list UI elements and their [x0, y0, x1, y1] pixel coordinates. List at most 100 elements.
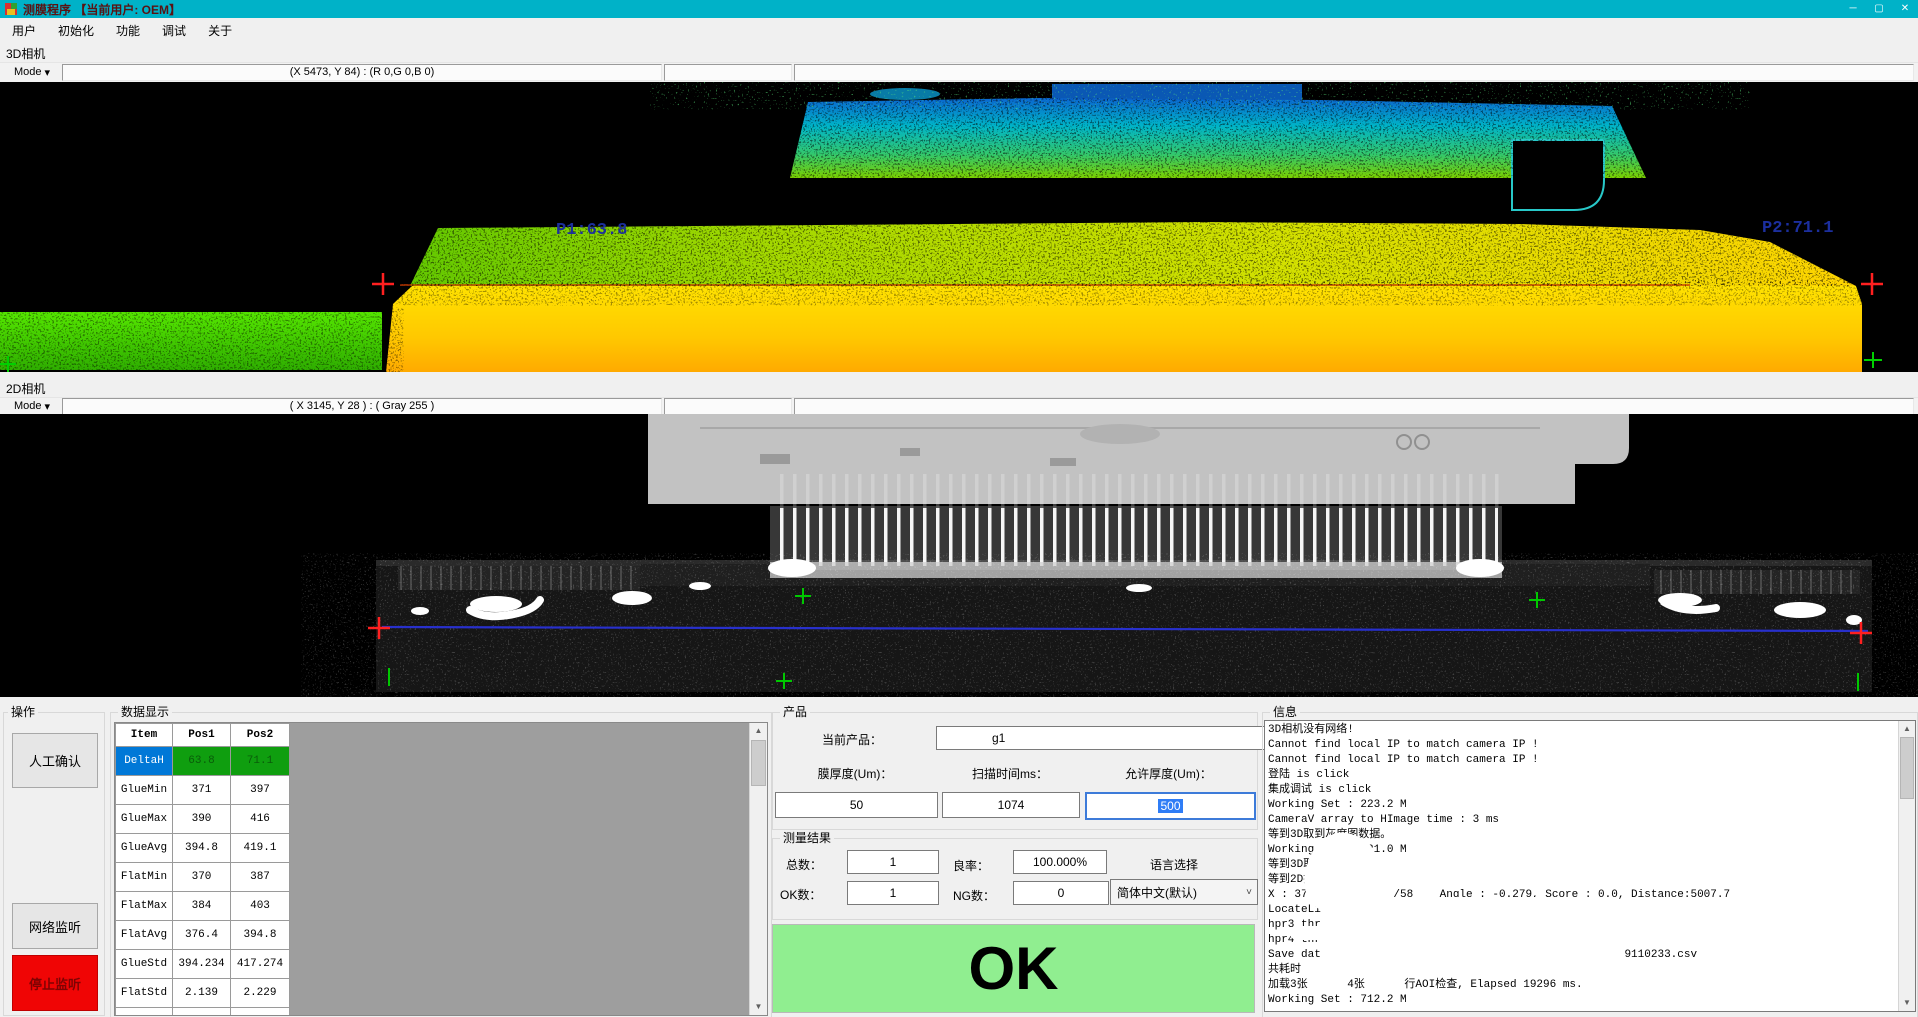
- language-selected-value: 简体中文(默认): [1117, 885, 1197, 900]
- product-group-label: 产品: [780, 705, 811, 719]
- total-label: 总数：: [786, 858, 823, 872]
- menu-bar: 用户 初始化 功能 调试 关于: [0, 18, 1918, 42]
- table-row[interactable]: GlueMin 371 397: [115, 775, 290, 805]
- mode-label: Mode: [13, 66, 42, 78]
- current-product-field[interactable]: g1: [936, 726, 1311, 750]
- log-line: 共耗时: [1268, 964, 1301, 976]
- table-row[interactable]: FlatStd 2.139 2.229: [115, 978, 290, 1008]
- allow-thickness-label: 允许厚度(Um)：: [1125, 767, 1212, 781]
- ok-count-label: OK数：: [780, 888, 822, 902]
- red-cross-markers-2d: [368, 617, 1872, 644]
- menu-init[interactable]: 初始化: [58, 23, 95, 38]
- scan-time-field[interactable]: 1074: [942, 792, 1080, 818]
- menu-debug[interactable]: 调试: [162, 23, 187, 38]
- ok-count-field[interactable]: 1: [847, 881, 939, 905]
- combo-arrow-icon: ˅: [1246, 886, 1252, 898]
- info-group-label: 信息: [1270, 705, 1301, 719]
- 2d-grayscale-scene: [0, 414, 1918, 697]
- mode-label: Mode: [13, 400, 42, 412]
- film-thickness-field[interactable]: 50: [775, 792, 938, 818]
- log-line: 集成调试 is click: [1268, 784, 1372, 796]
- table-row[interactable]: GlueStd 394.234 417.274: [115, 949, 290, 979]
- table-row[interactable]: X 2583.5 7966.7: [115, 1007, 290, 1015]
- current-product-label: 当前产品：: [822, 733, 883, 747]
- table-scrollbar[interactable]: ▲ ▼: [749, 723, 767, 1015]
- scrollbar-thumb[interactable]: [1900, 737, 1914, 799]
- language-select-label: 语言选择: [1150, 858, 1199, 872]
- camera2d-pixel-status: ( X 3145, Y 28 ) : ( Gray 255 ): [62, 398, 662, 415]
- camera3d-mode-dropdown[interactable]: Mode ▾: [4, 64, 60, 80]
- result-status-panel: OK: [772, 924, 1255, 1013]
- stop-listen-button[interactable]: 停止监听: [12, 955, 98, 1011]
- scroll-up-icon[interactable]: ▲: [754, 726, 763, 735]
- green-cross-markers-3d: [0, 352, 1882, 372]
- red-cross-markers-3d: [372, 273, 1883, 295]
- maximize-button[interactable]: ▢: [1874, 3, 1884, 14]
- window-title: 测膜程序 【当前用户: OEM】: [23, 2, 181, 17]
- yield-label: 良率：: [953, 859, 990, 873]
- scroll-down-icon[interactable]: ▼: [1903, 998, 1911, 1007]
- table-row[interactable]: GlueMax 390 416: [115, 804, 290, 834]
- log-line: Working Set : 223.2 M: [1268, 799, 1407, 811]
- menu-user[interactable]: 用户: [12, 23, 37, 38]
- table-row[interactable]: FlatMax 384 403: [115, 891, 290, 921]
- minimize-button[interactable]: ─: [1849, 3, 1857, 14]
- menu-function[interactable]: 功能: [116, 23, 141, 38]
- camera2d-label: 2D相机: [6, 382, 46, 396]
- 3d-heightmap: [0, 82, 1918, 372]
- table-row[interactable]: FlatAvg 376.4 394.8: [115, 920, 290, 950]
- log-line: 加载3张 4张 行AOI检查, Elapsed 19296 ms.: [1268, 979, 1583, 991]
- data-display-group-label: 数据显示: [118, 705, 173, 719]
- redaction-blob: [1356, 897, 1608, 912]
- close-button[interactable]: ✕: [1900, 3, 1910, 14]
- data-table-container: Item Pos1 Pos2 DeltaH 63.8 71.1 GlueMin …: [114, 722, 768, 1016]
- scan-time-label: 扫描时间ms：: [972, 767, 1048, 781]
- log-line: Cannot find local IP to match camera IP …: [1268, 754, 1539, 766]
- log-line: Cannot find local IP to match camera IP …: [1268, 739, 1539, 751]
- camera3d-status-cell-2: [664, 64, 792, 81]
- log-scrollbar[interactable]: ▲ ▼: [1898, 721, 1915, 1011]
- camera2d-status-cell-2: [664, 398, 792, 415]
- log-line: Save dat 9110233.csv: [1268, 949, 1698, 961]
- scroll-down-icon[interactable]: ▼: [754, 1002, 763, 1011]
- chevron-down-icon: ▾: [44, 400, 51, 413]
- yield-field[interactable]: 100.000%: [1013, 850, 1107, 874]
- manual-confirm-button[interactable]: 人工确认: [12, 733, 98, 788]
- chevron-down-icon: ▾: [44, 66, 51, 79]
- title-bar[interactable]: 测膜程序 【当前用户: OEM】 ─ ▢ ✕: [0, 0, 1918, 18]
- green-cross-markers-2d: [388, 588, 1859, 691]
- scrollbar-thumb[interactable]: [751, 740, 766, 786]
- log-line: CameraV array to HImage time : 3 ms: [1268, 814, 1500, 826]
- film-thickness-label: 膜厚度(Um)：: [817, 767, 893, 781]
- info-log[interactable]: 3D相机没有网络! Cannot find local IP to match …: [1264, 720, 1916, 1012]
- table-row[interactable]: GlueAvg 394.8 419.1: [115, 833, 290, 863]
- menu-about[interactable]: 关于: [208, 23, 233, 38]
- measurement-baseline: [381, 625, 1869, 633]
- results-group-label: 测量结果: [780, 831, 835, 845]
- camera2d-mode-bar: Mode ▾ ( X 3145, Y 28 ) : ( Gray 255 ): [0, 397, 1918, 415]
- 2d-camera-image[interactable]: [0, 414, 1918, 697]
- network-listen-button[interactable]: 网络监听: [12, 903, 98, 949]
- redaction-blob: [1352, 925, 1396, 940]
- camera3d-label: 3D相机: [6, 47, 46, 61]
- table-row[interactable]: DeltaH 63.8 71.1: [115, 746, 290, 776]
- col-pos2: Pos2: [230, 723, 290, 747]
- total-count-field[interactable]: 1: [847, 850, 939, 874]
- p2-measurement-label: P2:71.1: [1762, 219, 1833, 238]
- selected-text: 500: [1158, 799, 1183, 813]
- camera3d-pixel-status: (X 5473, Y 84) : (R 0,G 0,B 0): [62, 64, 662, 81]
- language-select-combo[interactable]: 简体中文(默认) ˅: [1110, 879, 1258, 905]
- table-header-row: Item Pos1 Pos2: [115, 723, 290, 747]
- 3d-camera-image[interactable]: P1:63.8 P2:71.1: [0, 82, 1918, 372]
- log-line: 登陆 is click: [1268, 769, 1350, 781]
- log-line: 3D相机没有网络!: [1268, 724, 1354, 736]
- scroll-up-icon[interactable]: ▲: [1903, 724, 1911, 733]
- data-table[interactable]: Item Pos1 Pos2 DeltaH 63.8 71.1 GlueMin …: [115, 723, 290, 1015]
- camera2d-mode-dropdown[interactable]: Mode ▾: [4, 398, 60, 414]
- allow-thickness-field[interactable]: 500: [1085, 792, 1256, 820]
- data-display-group: [110, 712, 772, 1017]
- app-icon: [5, 3, 17, 15]
- table-row[interactable]: FlatMin 370 387: [115, 862, 290, 892]
- ng-count-field[interactable]: 0: [1013, 881, 1109, 905]
